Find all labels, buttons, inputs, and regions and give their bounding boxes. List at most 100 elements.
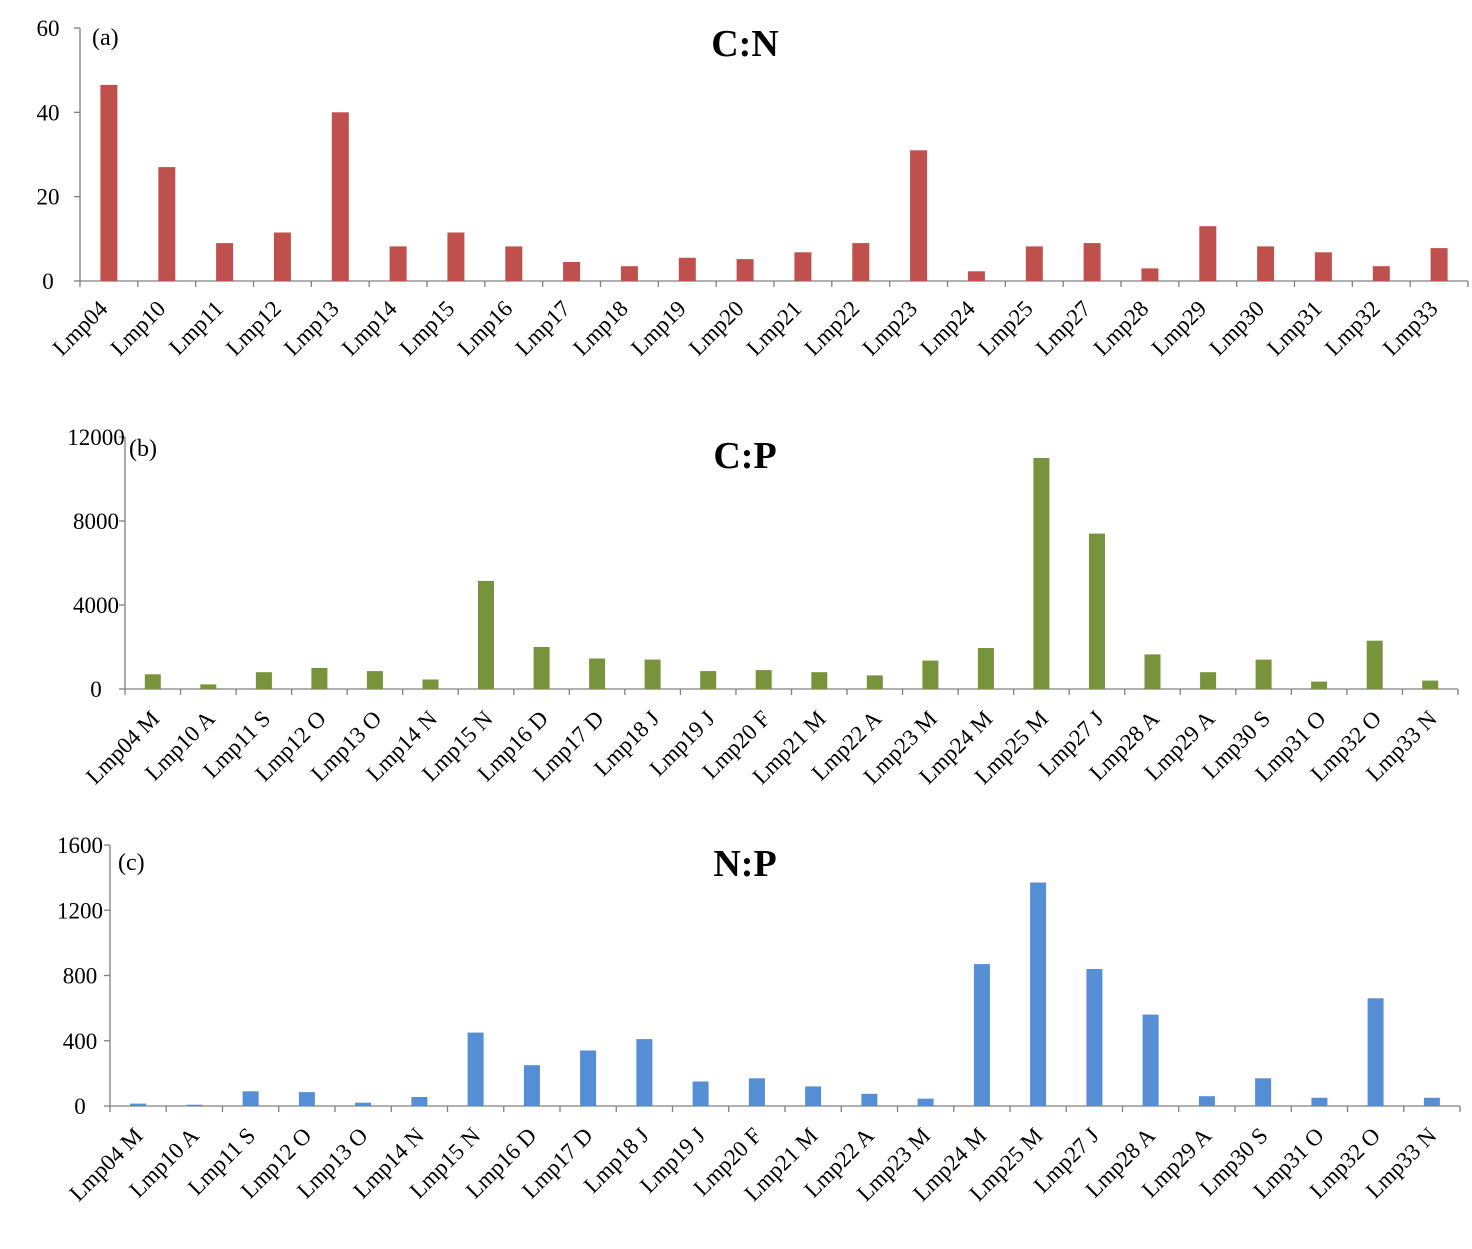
bar-lmp30 — [1257, 246, 1275, 281]
bar-lmp14 — [389, 246, 407, 281]
bar-lmp29 — [1199, 226, 1217, 281]
bar-lmp15 — [447, 232, 465, 281]
chart-title: N:P — [713, 843, 776, 885]
bar-lmp20-f — [755, 670, 772, 689]
x-tick-label: Lmp28 — [1089, 296, 1154, 361]
bar-lmp10 — [158, 167, 176, 281]
y-tick-label: 1200 — [57, 898, 103, 923]
panel-label: (a) — [92, 25, 119, 51]
bar-lmp22-a — [866, 675, 883, 689]
bar-lmp18 — [620, 266, 638, 281]
bar-lmp31 — [1314, 252, 1332, 281]
x-tick-label: Lmp13 — [279, 296, 344, 361]
bar-lmp04-m — [130, 1103, 147, 1106]
bar-lmp32-o — [1366, 640, 1383, 689]
bar-lmp17-d — [589, 658, 606, 689]
x-tick-label: Lmp25 — [973, 296, 1038, 361]
bar-lmp10-a — [200, 684, 217, 689]
bar-lmp17 — [563, 262, 581, 281]
bar-lmp13-o — [366, 671, 383, 689]
bar-lmp21-m — [805, 1086, 822, 1106]
x-tick-label: Lmp04 — [48, 296, 113, 361]
bar-lmp20 — [736, 259, 754, 281]
bar-lmp28-a — [1144, 654, 1161, 689]
bar-lmp18-j — [636, 1039, 653, 1106]
bar-lmp30-s — [1255, 1078, 1272, 1106]
y-tick-label: 4000 — [73, 593, 119, 618]
bar-lmp24 — [967, 271, 985, 281]
bar-lmp14-n — [422, 679, 439, 689]
y-tick-label: 60 — [37, 16, 60, 41]
bar-lmp25-m — [1033, 458, 1050, 689]
x-tick-label: Lmp24 — [915, 296, 980, 361]
x-tick-label: Lmp16 — [453, 296, 518, 361]
bar-lmp11-s — [242, 1091, 259, 1106]
bar-lmp21 — [794, 252, 812, 281]
bar-lmp12-o — [311, 668, 328, 689]
x-tick-label: Lmp15 — [395, 296, 460, 361]
bar-lmp27-j — [1086, 969, 1103, 1106]
bar-lmp14-n — [411, 1097, 428, 1106]
bar-lmp29-a — [1200, 672, 1217, 689]
bar-lmp19 — [678, 257, 696, 281]
x-tick-label: Lmp11 — [164, 296, 228, 360]
x-tick-label: Lmp12 — [221, 296, 286, 361]
x-tick-label: Lmp14 — [337, 296, 402, 361]
bar-lmp17-d — [580, 1050, 597, 1106]
x-tick-label: Lmp30 — [1204, 296, 1269, 361]
x-tick-label: Lmp22 — [800, 296, 865, 361]
bar-lmp18-j — [644, 659, 661, 689]
bar-lmp16-d — [523, 1065, 540, 1106]
bar-lmp15-n — [478, 580, 494, 689]
bar-lmp25 — [1025, 246, 1043, 281]
bar-lmp33-n — [1422, 680, 1439, 689]
x-tick-label: Lmp17 — [510, 296, 575, 361]
bar-lmp22 — [852, 243, 870, 281]
x-tick-label: Lmp31 — [1262, 296, 1327, 361]
y-tick-label: 1600 — [57, 833, 103, 858]
panel-label: (c) — [118, 850, 145, 876]
x-tick-label: Lmp32 — [1320, 296, 1385, 361]
x-tick-label: Lmp29 — [1147, 296, 1212, 361]
bar-lmp22-a — [861, 1093, 878, 1106]
panel-label: (b) — [129, 436, 157, 462]
bar-lmp24-m — [977, 648, 994, 689]
x-tick-label: Lmp27 — [1031, 296, 1096, 361]
bar-lmp04-m — [144, 674, 161, 689]
y-tick-label: 0 — [42, 269, 54, 294]
bar-lmp27-j — [1089, 533, 1105, 689]
bar-lmp11-s — [255, 672, 272, 689]
y-tick-label: 800 — [63, 964, 98, 989]
bar-lmp31-o — [1311, 1097, 1328, 1106]
bar-lmp12 — [273, 232, 291, 281]
bar-lmp13 — [331, 112, 349, 281]
bar-lmp32 — [1372, 266, 1390, 281]
x-tick-label: Lmp19 — [626, 296, 691, 361]
bar-lmp33 — [1430, 248, 1448, 281]
bar-lmp19-j — [700, 671, 717, 689]
bar-lmp29-a — [1198, 1096, 1215, 1106]
bar-lmp23-m — [922, 660, 939, 689]
chart-title: C:N — [711, 23, 779, 65]
x-tick-label: Lmp33 — [1378, 296, 1443, 361]
y-tick-label: 400 — [63, 1029, 98, 1054]
chart-panel-1: 0204060Lmp04Lmp10Lmp11Lmp12Lmp13Lmp14Lmp… — [37, 16, 1469, 361]
bar-lmp20-f — [748, 1078, 765, 1106]
y-tick-label: 20 — [37, 185, 60, 210]
y-tick-label: 0 — [90, 677, 102, 702]
bar-lmp15-n — [467, 1032, 484, 1106]
bar-lmp23-m — [917, 1098, 934, 1106]
bar-lmp32-o — [1367, 998, 1384, 1106]
bar-lmp16 — [505, 246, 523, 281]
bar-lmp33-n — [1423, 1097, 1440, 1106]
bar-lmp25-m — [1030, 882, 1047, 1106]
bar-lmp10-a — [186, 1104, 203, 1106]
x-tick-label: Lmp23 — [857, 296, 922, 361]
bar-lmp24-m — [973, 964, 990, 1106]
y-tick-label: 8000 — [73, 509, 119, 534]
bar-lmp11 — [216, 243, 234, 281]
bar-lmp27 — [1083, 243, 1101, 281]
